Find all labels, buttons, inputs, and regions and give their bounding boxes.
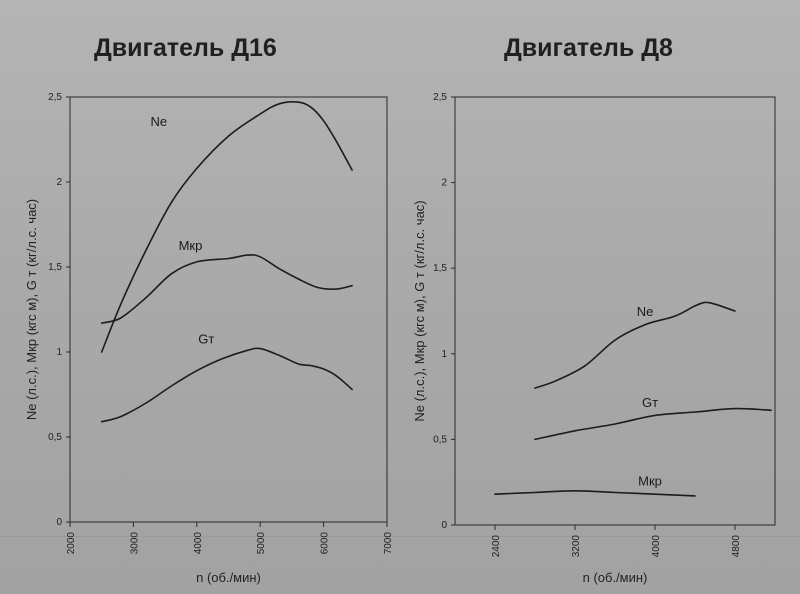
y-tick-label: 0 — [441, 520, 447, 531]
y-tick-label: 0,5 — [48, 432, 62, 443]
x-tick-label: 6000 — [320, 532, 331, 555]
x-tick-label: 3200 — [571, 535, 582, 558]
x-tick-label: 2000 — [66, 532, 77, 555]
x-tick-label: 4000 — [193, 532, 204, 555]
plot-frame — [454, 96, 776, 526]
y-tick-label: 2,5 — [433, 92, 447, 103]
y-axis-label: Ne (л.с.), Mкр (кгс м), G т (кг/л.с. час… — [24, 199, 39, 420]
x-tick-label: 4000 — [651, 535, 662, 558]
series-label: Gт — [642, 395, 658, 410]
plot-frame — [69, 96, 388, 523]
x-tick-label: 3000 — [129, 532, 140, 555]
y-tick-label: 2,5 — [48, 92, 62, 103]
y-tick-label: 0 — [56, 517, 62, 528]
y-tick-label: 1 — [441, 349, 447, 360]
chart-d8: 0 0,5 1 1,5 2 2,5 2400 3200 4000 4800 n (об./мин) N… — [412, 92, 776, 585]
series-line-Gт — [534, 407, 772, 441]
x-tick-label: 7000 — [383, 532, 394, 555]
series-label: Mкр — [179, 238, 203, 253]
chart-title-d8: Двигатель Д8 — [504, 34, 673, 62]
series-line-Mкр — [494, 490, 696, 497]
series-label: Ne — [150, 114, 167, 129]
x-tick-label: 4800 — [731, 535, 742, 558]
x-axis-label: n (об./мин) — [583, 570, 648, 585]
y-tick-label: 1,5 — [48, 262, 62, 273]
series-line-Ne — [100, 101, 353, 353]
y-axis-label: Ne (л.с.), Mкр (кгс м), G т (кг/л.с. час… — [412, 200, 427, 421]
series-label: Ne — [637, 304, 654, 319]
paper-fold-line — [0, 536, 800, 537]
chart-d16: 0 0,5 1 1,5 2 2,5 2000 3000 4000 5000 6000 7000 n (о… — [24, 92, 394, 585]
series-label: Gт — [198, 332, 214, 347]
y-tick-label: 2 — [441, 178, 447, 189]
y-tick-label: 1,5 — [433, 263, 447, 274]
x-tick-label: 5000 — [256, 532, 267, 555]
series-line-Mкр — [100, 254, 353, 324]
chart-title-d16: Двигатель Д16 — [94, 34, 277, 62]
series-line-Ne — [534, 301, 736, 389]
y-tick-label: 1 — [56, 347, 62, 358]
y-tick-label: 0,5 — [433, 434, 447, 445]
x-tick-label: 2400 — [491, 535, 502, 558]
series-label: Mкр — [638, 474, 662, 489]
series-line-Gт — [100, 347, 353, 423]
x-axis-label: n (об./мин) — [196, 570, 261, 585]
y-tick-label: 2 — [56, 177, 62, 188]
